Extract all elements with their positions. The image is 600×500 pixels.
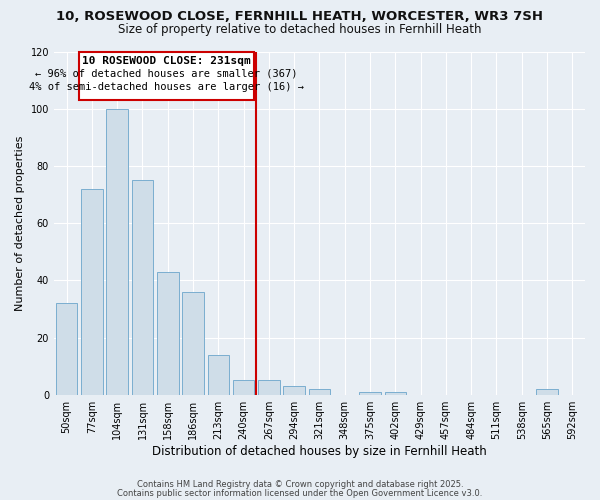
Bar: [81, 189, 103, 394]
Text: 10, ROSEWOOD CLOSE, FERNHILL HEATH, WORCESTER, WR3 7SH: 10, ROSEWOOD CLOSE, FERNHILL HEATH, WORC…: [56, 10, 544, 23]
X-axis label: Distribution of detached houses by size in Fernhill Heath: Distribution of detached houses by size …: [152, 444, 487, 458]
Bar: [309, 389, 330, 394]
Bar: [132, 180, 153, 394]
Y-axis label: Number of detached properties: Number of detached properties: [15, 136, 25, 311]
Bar: [233, 380, 254, 394]
Text: Size of property relative to detached houses in Fernhill Heath: Size of property relative to detached ho…: [118, 22, 482, 36]
Bar: [385, 392, 406, 394]
Bar: [157, 272, 179, 394]
Bar: [359, 392, 381, 394]
Text: Contains HM Land Registry data © Crown copyright and database right 2025.: Contains HM Land Registry data © Crown c…: [137, 480, 463, 489]
Text: ← 96% of detached houses are smaller (367): ← 96% of detached houses are smaller (36…: [35, 68, 298, 78]
Bar: [56, 303, 77, 394]
Text: Contains public sector information licensed under the Open Government Licence v3: Contains public sector information licen…: [118, 488, 482, 498]
Bar: [283, 386, 305, 394]
Bar: [208, 354, 229, 395]
Bar: [536, 389, 558, 394]
Text: 10 ROSEWOOD CLOSE: 231sqm: 10 ROSEWOOD CLOSE: 231sqm: [82, 56, 251, 66]
Bar: [182, 292, 204, 395]
Bar: [106, 108, 128, 395]
Bar: [258, 380, 280, 394]
FancyBboxPatch shape: [79, 52, 254, 100]
Text: 4% of semi-detached houses are larger (16) →: 4% of semi-detached houses are larger (1…: [29, 82, 304, 92]
